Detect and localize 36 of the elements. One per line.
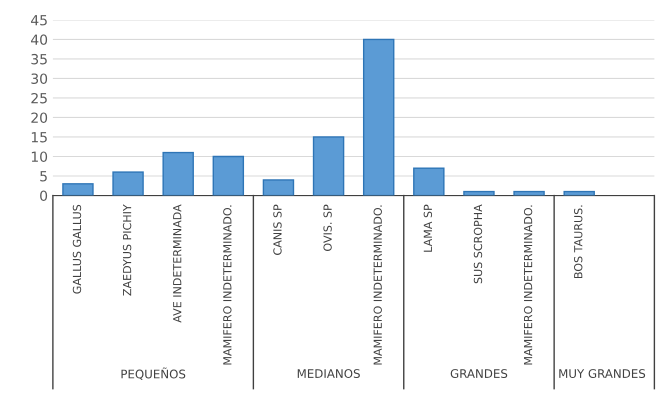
y-tick-label: 0 [40, 190, 48, 201]
text: GRANDES [450, 369, 508, 378]
bar [413, 168, 445, 196]
x-tick-label: GALLUS GALLUS [72, 204, 82, 294]
y-tick-label: 40 [31, 34, 48, 45]
x-tick-label: MAMIFERO INDETERMINADO. [524, 205, 532, 365]
x-tick-label: BOS TAURUS. [574, 205, 582, 278]
x-tick-label: MAMIFERO INDETERMINADO. [374, 205, 382, 365]
bar [162, 152, 194, 196]
x-tick-label: MAMIFERO INDETERMINADO. [223, 205, 232, 365]
y-tick-label: 25 [31, 92, 47, 104]
bar [463, 190, 495, 196]
y-tick-label: 5 [40, 171, 47, 182]
bar [312, 136, 344, 196]
bar [62, 183, 94, 196]
text: PEQUEÑOS [121, 367, 186, 380]
bar [513, 190, 545, 196]
y-tick-label: 35 [31, 54, 47, 64]
x-tick-label: SUS SCROPHA [474, 204, 482, 284]
bar [212, 156, 244, 196]
y-tick-label: 15 [32, 132, 47, 142]
y-tick-label: 45 [31, 15, 47, 26]
x-tick-label: ZAEDYUS PICHIY [122, 204, 132, 296]
x-tick-label: OVIS. SP [323, 204, 332, 251]
y-tick-label: 30 [31, 73, 48, 84]
text: MEDIANOS [298, 369, 360, 378]
x-tick-label: AVE INDETERMINADA [173, 204, 182, 323]
y-tick-label: 20 [31, 112, 48, 123]
bar [563, 190, 595, 196]
y-tick-label: 10 [32, 151, 48, 162]
x-tick-label: CANIS SP [273, 204, 282, 255]
bar [112, 171, 144, 196]
bar [262, 179, 294, 196]
text: MUY GRANDES [559, 369, 646, 378]
bar [362, 38, 394, 196]
x-tick-label: LAMA SP [424, 204, 432, 252]
